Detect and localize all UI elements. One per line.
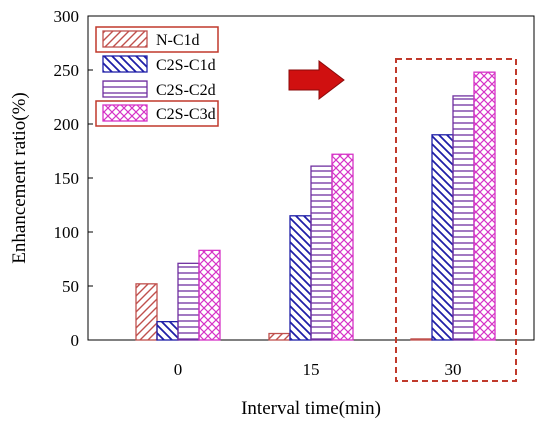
bar-n-c1d-0 xyxy=(135,283,158,341)
y-axis-title: Enhancement ratio(%) xyxy=(9,92,30,263)
legend: N-C1d C2S-C1d C2S-C2d C2S-C3d xyxy=(95,26,219,127)
bar-c2s-c3d-30 xyxy=(473,71,496,341)
legend-swatch xyxy=(102,30,148,48)
bar-c2s-c3d-0 xyxy=(198,249,221,341)
y-tick-label: 200 xyxy=(54,115,80,134)
x-axis-title: Interval time(min) xyxy=(241,398,381,419)
y-axis-ticks: 0 50 100 150 200 250 300 xyxy=(54,7,93,350)
legend-label: N-C1d xyxy=(156,32,200,49)
highlight-box xyxy=(395,58,517,382)
legend-swatch xyxy=(102,104,148,122)
red-arrow-icon xyxy=(288,59,345,101)
y-tick-label: 300 xyxy=(54,7,80,26)
legend-swatch xyxy=(102,80,148,98)
y-tick-label: 50 xyxy=(62,277,79,296)
legend-label: C2S-C3d xyxy=(156,106,216,123)
legend-highlight-box xyxy=(95,100,219,127)
y-tick-label: 150 xyxy=(54,169,80,188)
bar-c2s-c2d-15 xyxy=(310,165,333,341)
bar-n-c1d-15 xyxy=(268,332,291,341)
bar-c2s-c1d-0 xyxy=(156,320,179,341)
y-tick-label: 250 xyxy=(54,61,80,80)
bar-c2s-c3d-15 xyxy=(331,153,354,341)
x-tick-label: 0 xyxy=(174,360,183,379)
bar-c2s-c2d-0 xyxy=(177,262,200,341)
bars-group xyxy=(135,71,496,341)
legend-swatch xyxy=(102,55,148,73)
legend-label: C2S-C2d xyxy=(156,82,216,99)
bar-c2s-c2d-30 xyxy=(452,95,475,341)
legend-label: C2S-C1d xyxy=(156,57,216,74)
bar-c2s-c1d-15 xyxy=(289,215,312,341)
bar-n-c1d-30 xyxy=(410,338,433,341)
legend-highlight-box xyxy=(95,26,219,53)
x-tick-label: 30 xyxy=(445,360,462,379)
x-axis-ticks: 0 15 30 xyxy=(174,360,462,379)
y-tick-label: 100 xyxy=(54,223,80,242)
bar-c2s-c1d-30 xyxy=(431,134,454,341)
x-tick-label: 15 xyxy=(303,360,320,379)
y-tick-label: 0 xyxy=(71,331,80,350)
